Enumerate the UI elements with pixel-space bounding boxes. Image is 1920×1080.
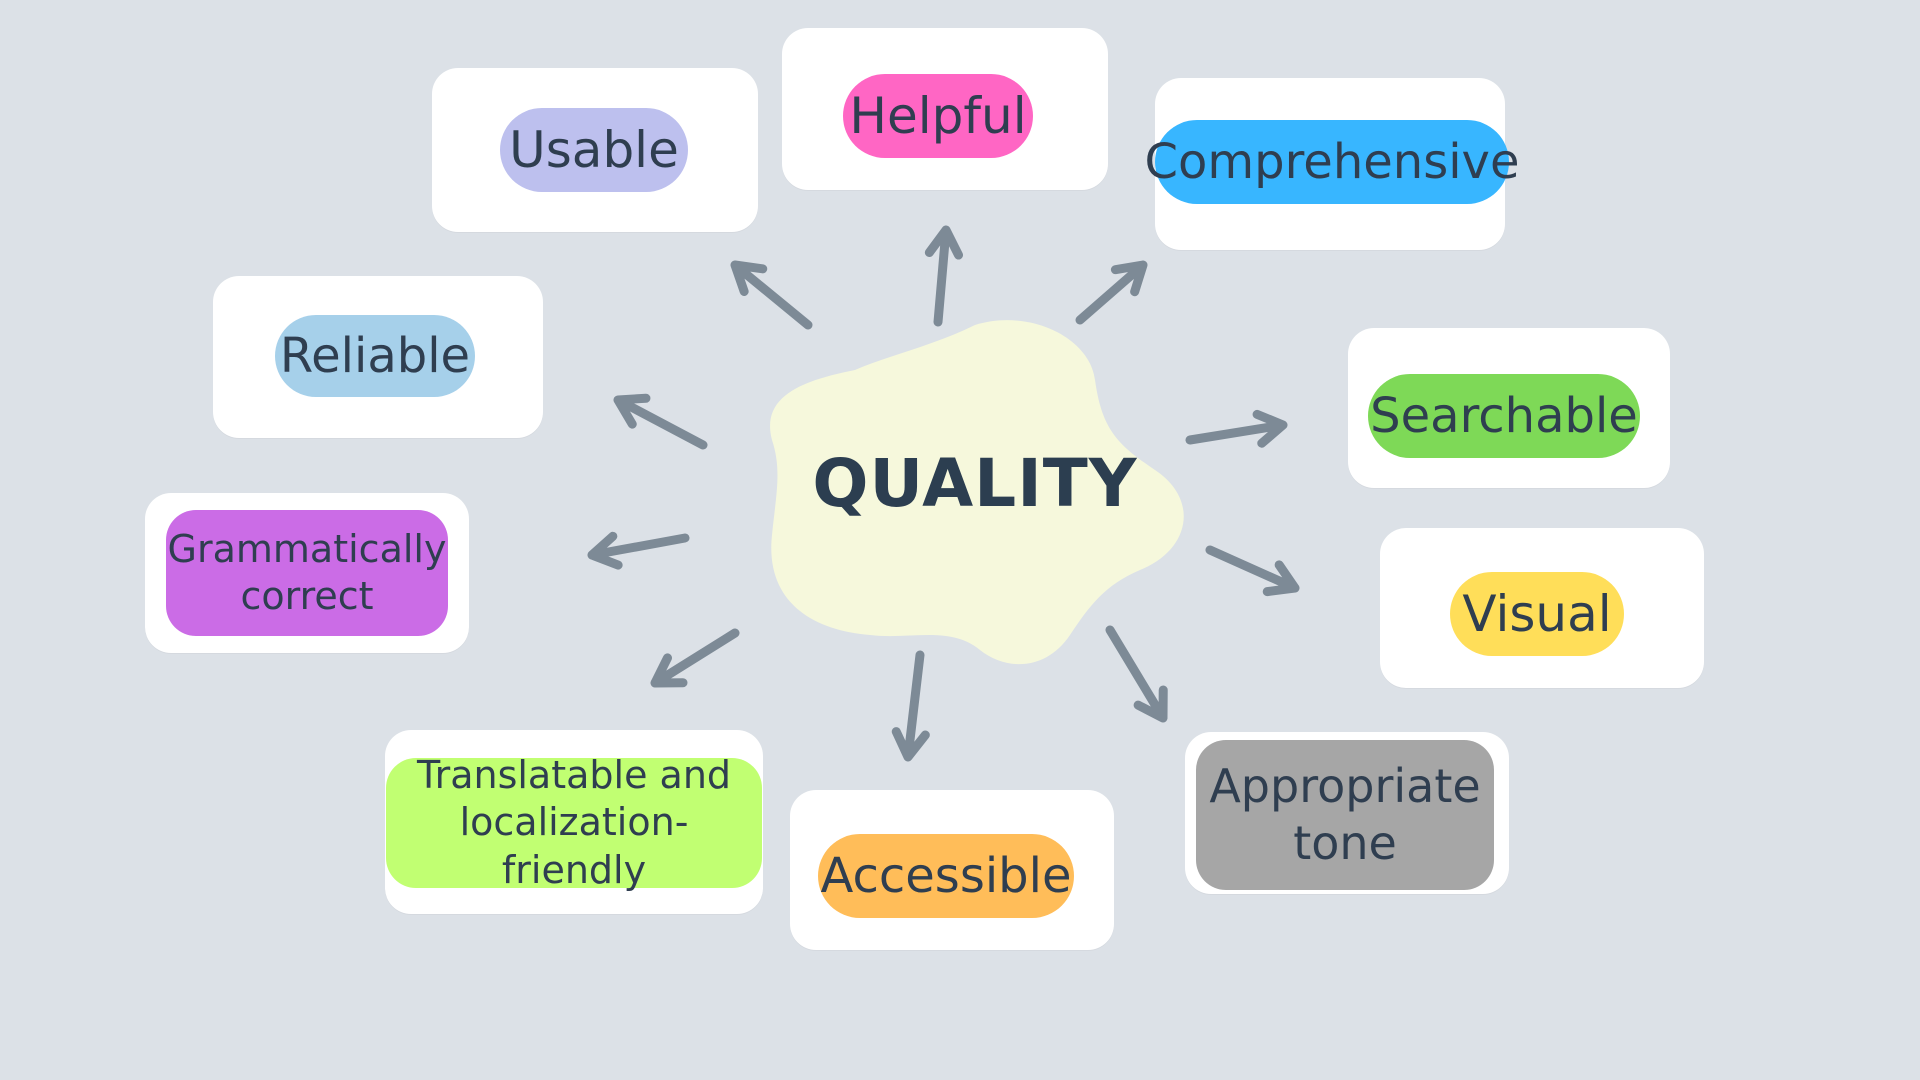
arrow-to-comprehensive <box>1075 260 1148 325</box>
node-helpful-label: Helpful <box>849 86 1027 145</box>
arrow-to-helpful <box>924 225 964 327</box>
node-searchable-label: Searchable <box>1370 388 1638 444</box>
node-translatable: Translatable and localization-friendly <box>386 753 762 892</box>
node-grammatically-correct: Grammatically correct <box>166 510 448 636</box>
node-translatable-label: Translatable and localization-friendly <box>416 752 732 892</box>
node-comprehensive: Comprehensive <box>1145 120 1520 204</box>
center-title: QUALITY <box>812 445 1138 522</box>
node-usable-label: Usable <box>509 120 679 179</box>
node-usable: Usable <box>500 108 688 192</box>
arrow-to-accessible <box>891 650 930 762</box>
arrow-to-reliable <box>613 393 708 450</box>
node-appropriate-tone: Appropriate tone <box>1196 740 1494 890</box>
node-searchable: Searchable <box>1368 374 1640 458</box>
node-comprehensive-label: Comprehensive <box>1144 134 1520 190</box>
arrow-to-appropriate-tone <box>1105 625 1168 723</box>
node-visual-label: Visual <box>1462 584 1612 643</box>
arrow-to-searchable <box>1185 409 1288 448</box>
node-grammatically-correct-label: Grammatically correct <box>167 526 447 619</box>
node-appropriate-tone-label: Appropriate tone <box>1209 758 1481 871</box>
node-reliable: Reliable <box>275 315 475 397</box>
arrow-to-usable <box>730 260 813 330</box>
arrow-to-grammatically-correct <box>587 531 690 570</box>
arrow-to-visual <box>1205 545 1300 597</box>
node-accessible-label: Accessible <box>820 848 1072 904</box>
node-helpful: Helpful <box>843 74 1033 158</box>
node-reliable-label: Reliable <box>279 328 471 384</box>
node-accessible: Accessible <box>818 834 1074 918</box>
node-visual: Visual <box>1450 572 1624 656</box>
arrow-to-translatable <box>650 628 740 688</box>
center-blob <box>770 320 1184 665</box>
